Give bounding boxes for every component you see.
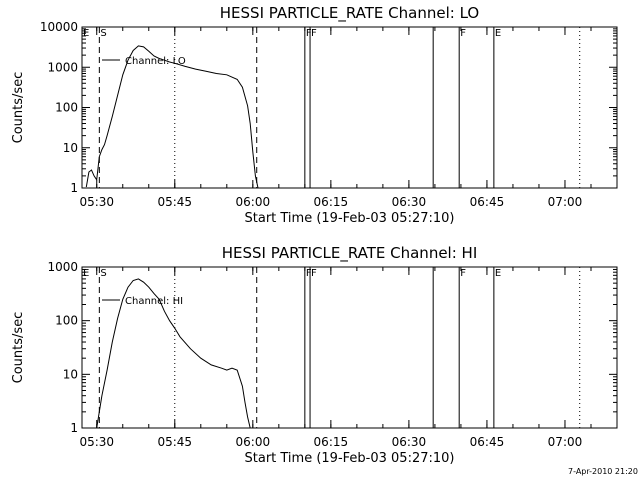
y-tick-label: 10000 bbox=[40, 20, 78, 34]
x-tick-label: 06:45 bbox=[470, 435, 505, 449]
legend-label: Channel: HI bbox=[125, 296, 183, 307]
event-flag-f: F bbox=[311, 28, 317, 39]
y-tick-label: 1 bbox=[70, 181, 78, 195]
event-flag-e: E bbox=[495, 268, 501, 279]
x-tick-label: 05:45 bbox=[157, 195, 192, 209]
x-tick-label: 06:30 bbox=[392, 195, 427, 209]
y-tick-label: 1 bbox=[70, 421, 78, 435]
x-tick-label: 07:00 bbox=[548, 195, 583, 209]
event-flag-edge: E bbox=[83, 268, 89, 279]
event-flag-f: F bbox=[311, 268, 317, 279]
event-flag-s: S bbox=[100, 268, 106, 279]
plot-frame bbox=[81, 266, 618, 429]
y-tick-label: 10 bbox=[63, 367, 78, 381]
y-axis-label: Counts/sec bbox=[11, 312, 26, 384]
y-tick-label: 1000 bbox=[47, 260, 78, 274]
x-tick-label: 06:15 bbox=[314, 195, 349, 209]
x-tick-label: 05:30 bbox=[79, 435, 114, 449]
plot-frame bbox=[81, 26, 618, 189]
x-tick-label: 05:30 bbox=[79, 195, 114, 209]
x-axis-label: Start Time (19-Feb-03 05:27:10) bbox=[245, 211, 455, 226]
panel-channel-lo: HESSI PARTICLE_RATE Channel: LO 05:30 05:4… bbox=[11, 4, 618, 226]
event-flag-f: F bbox=[460, 268, 466, 279]
series-line-channel-lo bbox=[85, 45, 259, 189]
event-flag-e: E bbox=[495, 28, 501, 39]
series-line-channel-hi bbox=[96, 278, 251, 429]
x-tick-label: 06:15 bbox=[314, 435, 349, 449]
event-flag-f: F bbox=[460, 28, 466, 39]
y-tick-label: 1000 bbox=[47, 60, 78, 74]
event-flag-s: S bbox=[100, 28, 106, 39]
chart-title: HESSI PARTICLE_RATE Channel: HI bbox=[222, 244, 478, 263]
date-stamp: 7-Apr-2010 21:20 bbox=[568, 467, 638, 476]
x-tick-label: 06:30 bbox=[392, 435, 427, 449]
event-flag-edge: E bbox=[83, 28, 89, 39]
y-tick-label: 100 bbox=[55, 101, 78, 115]
y-tick-label: 10 bbox=[63, 141, 78, 155]
panel-channel-hi: HESSI PARTICLE_RATE Channel: HI 05:30 05:4… bbox=[11, 244, 618, 466]
event-flag-f: F bbox=[306, 28, 312, 39]
event-flag-f: F bbox=[306, 268, 312, 279]
x-tick-label: 06:00 bbox=[236, 435, 271, 449]
y-tick-label: 100 bbox=[55, 314, 78, 328]
legend-label: Channel: LO bbox=[125, 56, 186, 67]
x-tick-label: 06:00 bbox=[236, 195, 271, 209]
x-tick-label: 05:45 bbox=[157, 435, 192, 449]
y-axis-label: Counts/sec bbox=[11, 72, 26, 144]
chart-title: HESSI PARTICLE_RATE Channel: LO bbox=[220, 4, 479, 23]
x-tick-label: 07:00 bbox=[548, 435, 583, 449]
x-axis-label: Start Time (19-Feb-03 05:27:10) bbox=[245, 451, 455, 466]
x-tick-label: 06:45 bbox=[470, 195, 505, 209]
